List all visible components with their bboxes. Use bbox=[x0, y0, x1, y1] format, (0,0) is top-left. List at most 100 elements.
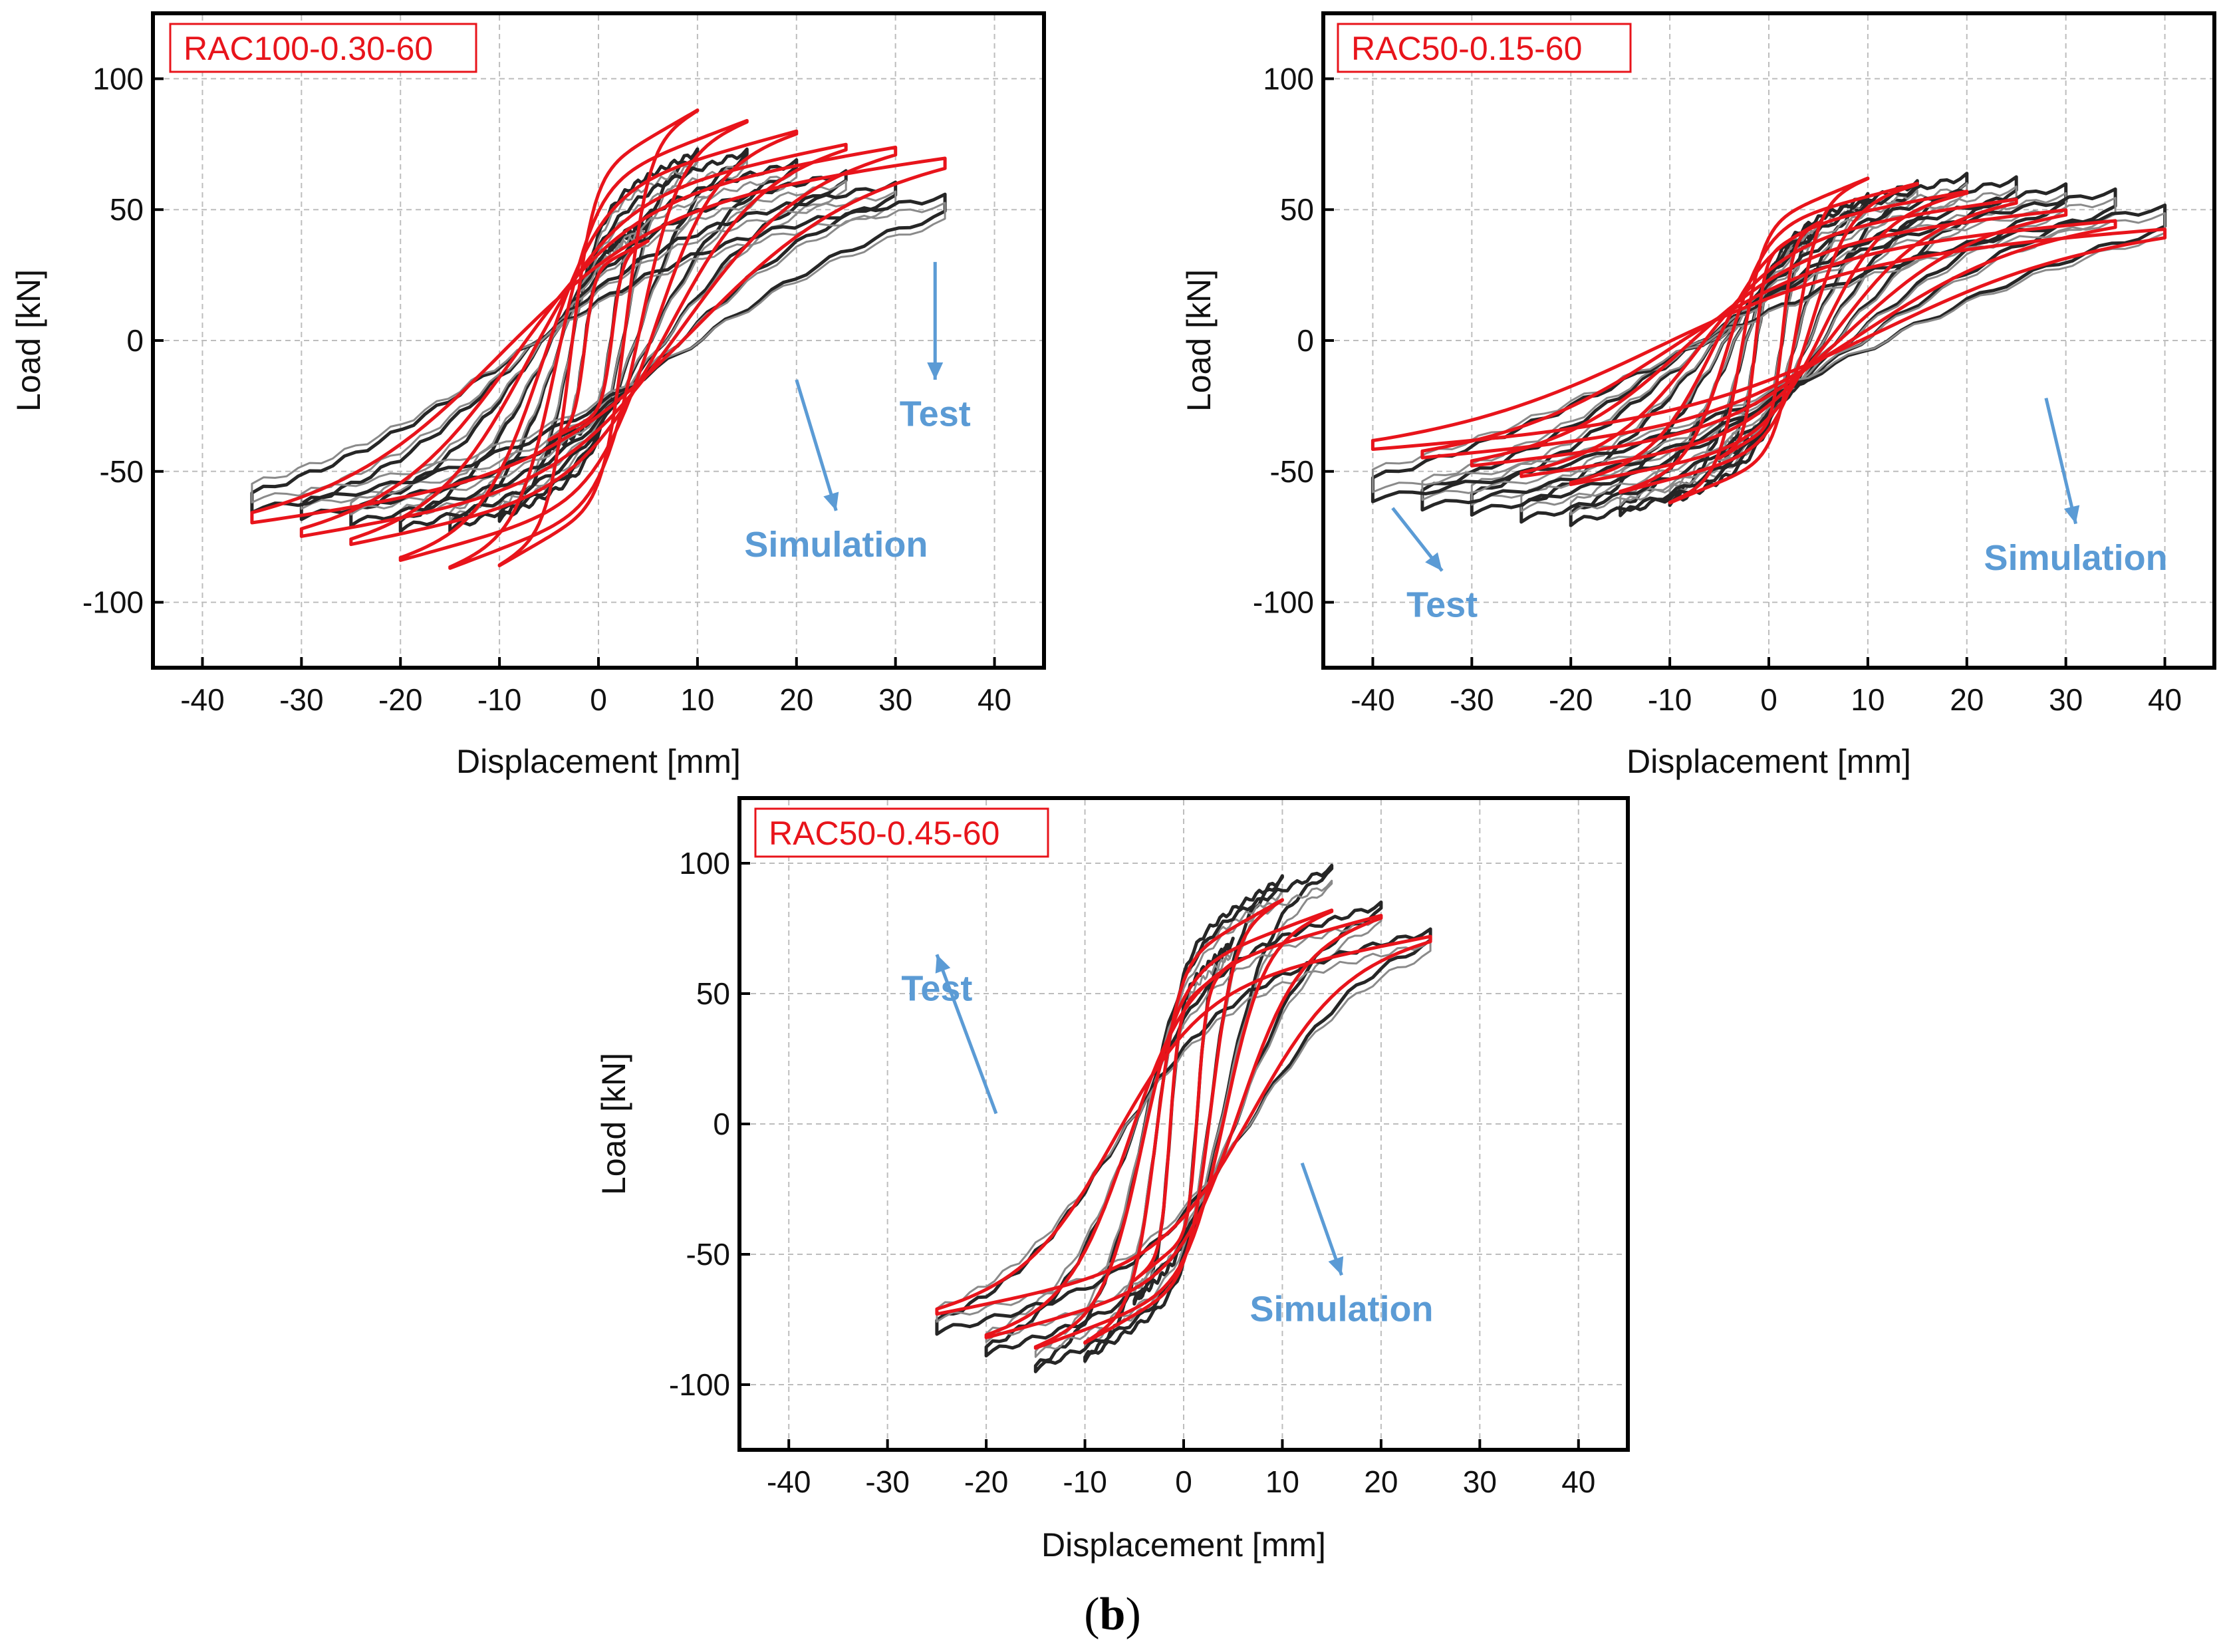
annotations: Test Simulation bbox=[1391, 398, 2168, 625]
simulation-loop bbox=[1470, 208, 2068, 468]
panel-label: RAC50-0.45-60 bbox=[769, 815, 999, 852]
x-axis-label: Displacement [mm] bbox=[1627, 743, 1911, 780]
x-axis-ticks: -40 -30 -20 -10 0 10 20 30 40 bbox=[180, 657, 1011, 717]
x-axis-label: Displacement [mm] bbox=[1041, 1526, 1326, 1564]
x-tick-label: -20 bbox=[1549, 682, 1593, 717]
y-tick-label: -100 bbox=[669, 1367, 730, 1402]
y-axis-label: Load [kN] bbox=[10, 269, 47, 412]
x-tick-label: 0 bbox=[1175, 1464, 1192, 1499]
test-loop bbox=[251, 202, 946, 503]
simulation-loop bbox=[1033, 908, 1334, 1350]
panel-label: RAC50-0.15-60 bbox=[1351, 30, 1582, 67]
caption-open-paren: ( bbox=[1084, 1589, 1099, 1640]
x-tick-label: -20 bbox=[378, 682, 422, 717]
y-tick-label: 50 bbox=[110, 192, 144, 227]
annotation-label: Simulation bbox=[744, 525, 928, 565]
x-tick-label: 10 bbox=[1265, 1464, 1299, 1499]
annotation-arrow-head bbox=[2063, 505, 2080, 524]
annotation-arrow-line bbox=[935, 954, 998, 1115]
annotations: Test Simulation bbox=[901, 954, 1434, 1329]
panel-label-box: RAC100-0.30-60 bbox=[169, 23, 477, 73]
x-tick-label: -30 bbox=[865, 1464, 909, 1499]
x-tick-label: 30 bbox=[1463, 1464, 1497, 1499]
annotation-arrow-line bbox=[1300, 1162, 1343, 1276]
annotations: Test Simulation bbox=[744, 261, 971, 565]
x-tick-label: -40 bbox=[180, 682, 224, 717]
x-tick-label: 20 bbox=[779, 682, 813, 717]
test-loop bbox=[350, 180, 847, 516]
annotation-arrow-head bbox=[823, 491, 839, 511]
y-tick-label: 50 bbox=[696, 976, 730, 1011]
test-loop bbox=[1034, 879, 1333, 1358]
x-axis-label: Displacement [mm] bbox=[456, 743, 741, 780]
simulation-loop bbox=[448, 118, 749, 570]
y-tick-label: 100 bbox=[679, 846, 730, 881]
x-axis-ticks: -40 -30 -20 -10 0 10 20 30 40 bbox=[767, 1439, 1595, 1499]
simulation-loop bbox=[1132, 960, 1235, 1282]
x-tick-label: 10 bbox=[1851, 682, 1885, 717]
simulation-loop bbox=[1569, 190, 1969, 486]
x-tick-label: 0 bbox=[1760, 682, 1777, 717]
panel-label-box: RAC50-0.45-60 bbox=[754, 807, 1049, 858]
panel-label-box: RAC50-0.15-60 bbox=[1337, 23, 1632, 73]
x-tick-label: -10 bbox=[1648, 682, 1692, 717]
simulation-loop bbox=[1420, 219, 2117, 460]
x-tick-label: 40 bbox=[2148, 682, 2182, 717]
x-axis-ticks: -40 -30 -20 -10 0 10 20 30 40 bbox=[1351, 657, 2182, 717]
simulation-loop bbox=[398, 129, 799, 562]
simulation-loop bbox=[299, 146, 898, 538]
y-tick-label: -50 bbox=[686, 1237, 730, 1272]
y-tick-label: -50 bbox=[1270, 454, 1314, 489]
y-tick-label: 50 bbox=[1280, 192, 1314, 227]
x-tick-label: 0 bbox=[590, 682, 607, 717]
annotation-arrow-head bbox=[1425, 552, 1442, 571]
x-tick-label: 10 bbox=[680, 682, 714, 717]
x-tick-label: -40 bbox=[767, 1464, 811, 1499]
simulation-loop bbox=[497, 108, 700, 567]
annotation-label: Test bbox=[900, 394, 971, 434]
x-tick-label: -10 bbox=[1063, 1464, 1107, 1499]
y-axis-ticks: 100 50 0 -50 -100 bbox=[82, 61, 164, 620]
y-axis-label: Load [kN] bbox=[595, 1053, 632, 1195]
simulation-loop bbox=[984, 914, 1383, 1339]
simulation-loop bbox=[1083, 898, 1284, 1345]
y-tick-label: 0 bbox=[1297, 323, 1314, 358]
y-axis-ticks: 100 50 0 -50 -100 bbox=[1253, 61, 1334, 620]
annotation-label: Test bbox=[901, 968, 972, 1008]
x-tick-label: 20 bbox=[1950, 682, 1984, 717]
simulation-loop bbox=[1668, 176, 1870, 505]
test-curves bbox=[250, 147, 947, 533]
simulation-loop bbox=[1371, 227, 2167, 451]
x-tick-label: -10 bbox=[477, 682, 521, 717]
simulation-loop bbox=[935, 934, 1432, 1316]
y-tick-label: 0 bbox=[126, 323, 144, 358]
simulation-loop bbox=[1519, 198, 2018, 478]
annotation-arrow-head bbox=[935, 954, 951, 974]
x-tick-label: 40 bbox=[1561, 1464, 1595, 1499]
y-tick-label: -100 bbox=[82, 585, 144, 620]
x-tick-label: 30 bbox=[878, 682, 912, 717]
annotation-label: Test bbox=[1406, 585, 1478, 625]
simulation-loop bbox=[1619, 182, 1919, 494]
simulation-curves bbox=[250, 108, 947, 570]
caption-close-paren: ) bbox=[1125, 1589, 1140, 1640]
simulation-loop bbox=[1718, 221, 1820, 460]
y-tick-label: 0 bbox=[713, 1107, 730, 1141]
simulation-loop bbox=[250, 156, 947, 525]
x-tick-label: -20 bbox=[964, 1464, 1008, 1499]
panel-label: RAC100-0.30-60 bbox=[184, 30, 433, 67]
x-tick-label: 30 bbox=[2049, 682, 2083, 717]
x-tick-label: -40 bbox=[1351, 682, 1394, 717]
figure-caption: (b) bbox=[1084, 1589, 1141, 1640]
y-tick-label: -50 bbox=[100, 454, 144, 489]
x-tick-label: 40 bbox=[978, 682, 1011, 717]
y-tick-label: 100 bbox=[92, 61, 144, 96]
annotation-arrow-head bbox=[927, 362, 944, 380]
annotation-arrow-head bbox=[1328, 1256, 1344, 1276]
y-axis-ticks: 100 50 0 -50 -100 bbox=[669, 846, 750, 1402]
y-tick-label: 100 bbox=[1263, 61, 1314, 96]
